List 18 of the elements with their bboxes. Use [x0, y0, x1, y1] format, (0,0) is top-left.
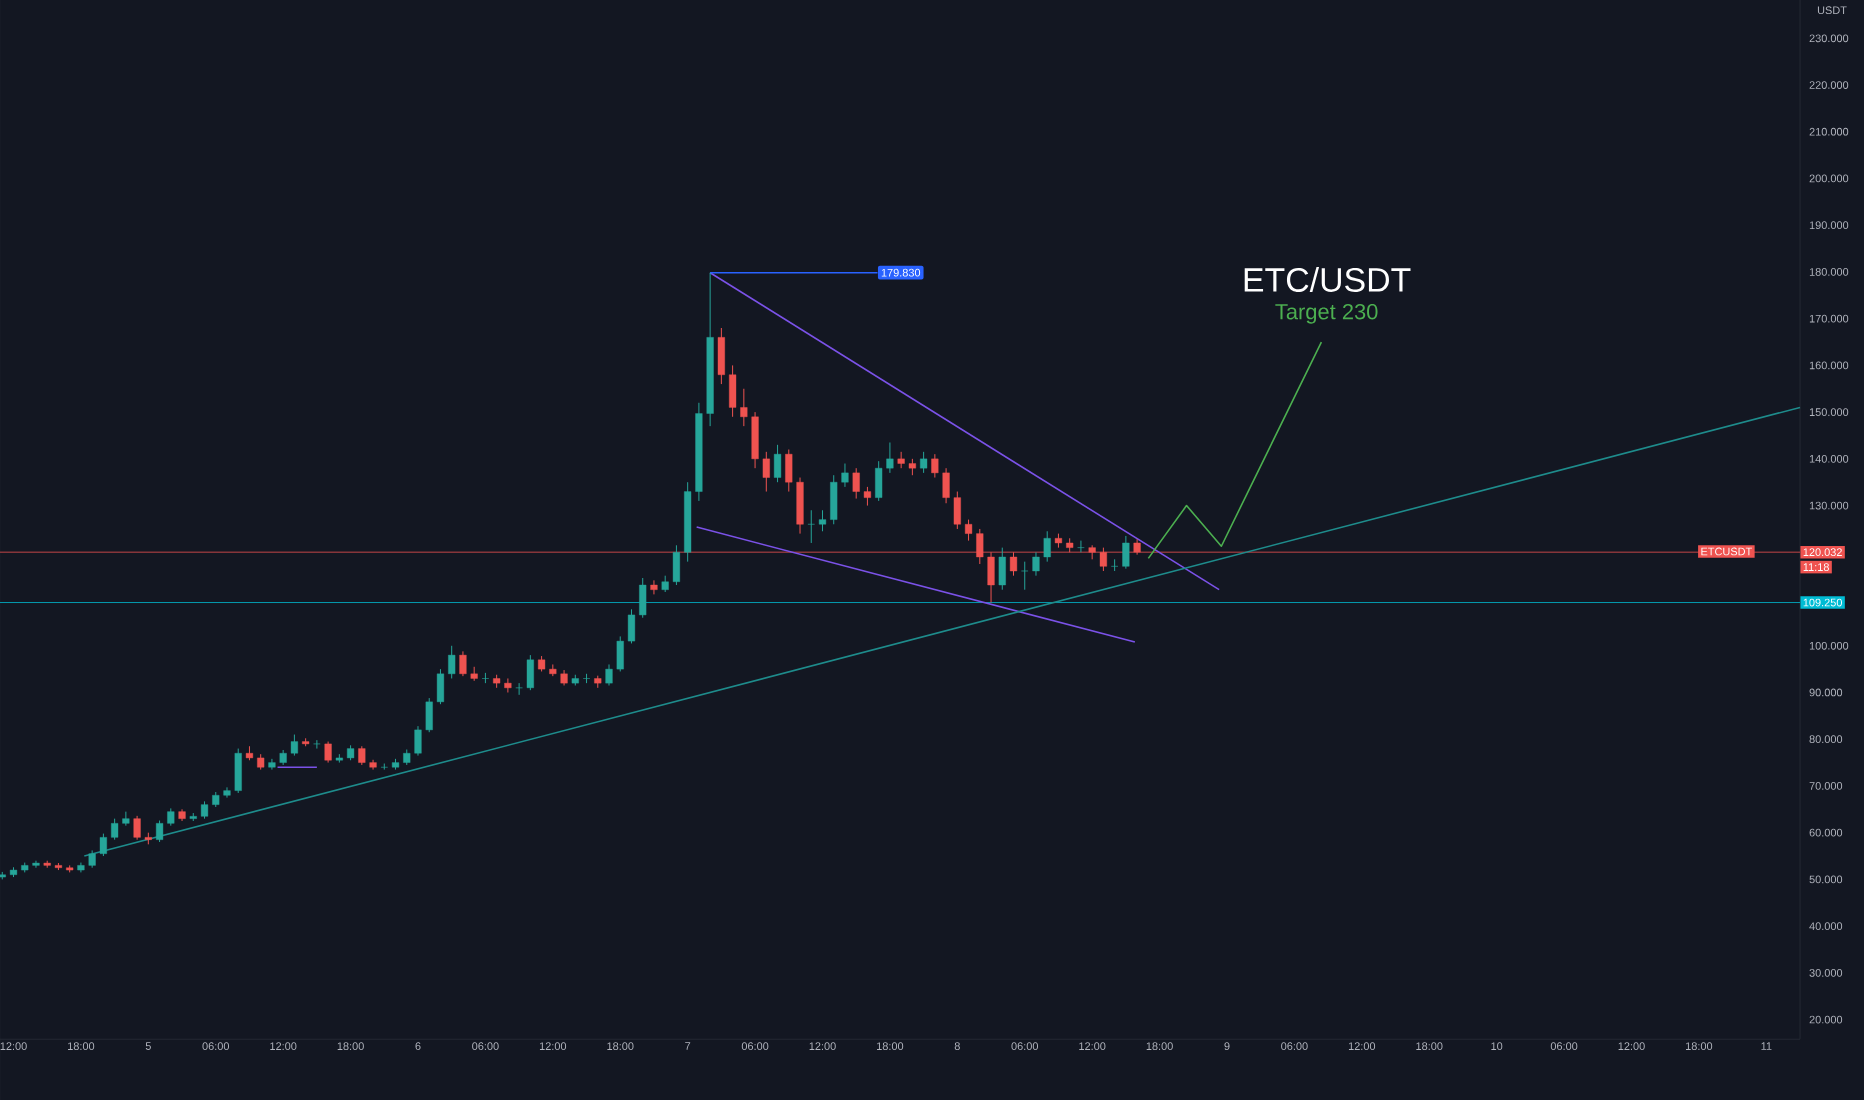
annotation: Target 230	[1275, 303, 1378, 324]
candlestick	[1021, 561, 1029, 591]
candlestick	[481, 672, 489, 684]
candlestick	[773, 444, 782, 483]
annotation: ETC/USDT	[1244, 267, 1411, 292]
candlestick	[1077, 540, 1085, 553]
candlestick	[324, 741, 332, 764]
candlestick	[448, 645, 456, 679]
candlestick	[639, 577, 647, 619]
candlestick	[313, 739, 321, 750]
candlestick	[515, 682, 523, 696]
candlestick	[650, 579, 658, 595]
candlestick	[1122, 535, 1130, 570]
candlestick	[717, 327, 725, 385]
candlestick	[526, 654, 534, 691]
candlestick	[920, 451, 928, 474]
candlestick	[1111, 558, 1119, 572]
candlestick	[998, 547, 1006, 591]
